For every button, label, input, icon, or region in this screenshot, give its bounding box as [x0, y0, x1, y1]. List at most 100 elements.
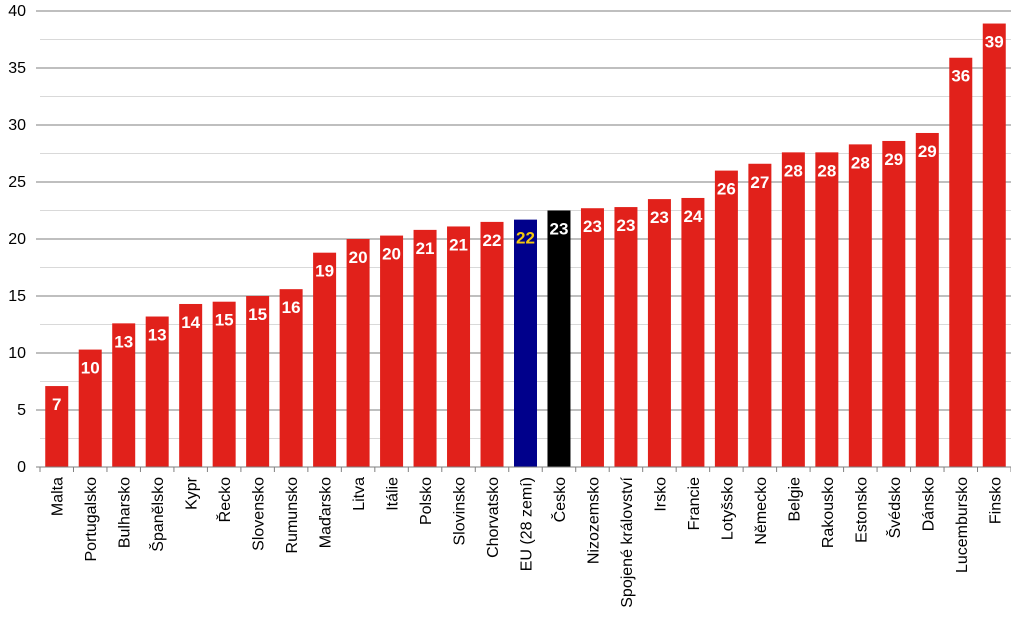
data-labels: 7 10 13 13 14 15 15 16 19 20 20 21 21 22 22 23 23 23 23 24 2… — [52, 33, 1004, 415]
data-label: 13 — [114, 332, 133, 351]
data-label: 36 — [951, 67, 970, 86]
category-label: Španělsko — [148, 477, 167, 552]
bar — [848, 144, 872, 467]
y-tick-label: 35 — [8, 60, 26, 77]
data-label: 28 — [784, 161, 803, 180]
data-label: 23 — [583, 217, 602, 236]
data-label: 27 — [750, 173, 769, 192]
bar — [145, 316, 169, 467]
y-tick-label: 20 — [8, 231, 26, 248]
category-label: Malta — [50, 477, 67, 516]
category-label: Německo — [753, 477, 770, 545]
category-label: Rakousko — [820, 477, 837, 548]
category-label: Polsko — [418, 477, 435, 525]
category-label: Lucembursko — [954, 477, 971, 573]
data-label: 29 — [918, 142, 937, 161]
data-label: 21 — [449, 235, 468, 254]
bar — [748, 163, 772, 467]
category-label: Česko — [550, 477, 569, 522]
data-label: 20 — [349, 248, 368, 267]
category-label: Lotyšsko — [719, 477, 736, 540]
data-label: 21 — [416, 239, 435, 258]
y-tick-label: 10 — [8, 345, 26, 362]
data-label: 23 — [616, 216, 635, 235]
y-tick-label: 15 — [8, 288, 26, 305]
category-label: Bulharsko — [117, 477, 134, 548]
y-axis-ticks: 0 5 10 15 20 25 30 35 40 — [8, 3, 40, 476]
data-label: 13 — [148, 326, 167, 345]
bar — [279, 289, 303, 467]
category-label: Švédsko — [885, 477, 904, 538]
bar — [413, 229, 437, 467]
bar — [346, 239, 370, 467]
y-tick-label: 0 — [17, 459, 26, 476]
data-label: 28 — [817, 161, 836, 180]
category-label: Řecko — [215, 477, 234, 522]
category-label: Rumunsko — [284, 477, 301, 554]
bar — [714, 170, 738, 467]
category-label: EU (28 zemí) — [519, 477, 536, 571]
category-label: Chorvatsko — [485, 477, 502, 558]
bar — [380, 235, 404, 467]
data-label: 10 — [81, 359, 100, 378]
data-label: 22 — [483, 231, 502, 250]
data-label: 24 — [683, 207, 702, 226]
category-label: Dánsko — [920, 477, 937, 531]
category-label: Kypr — [184, 476, 201, 510]
bar — [78, 349, 102, 467]
data-label: 28 — [851, 153, 870, 172]
data-label: 39 — [985, 33, 1004, 52]
category-label: Finsko — [987, 477, 1004, 524]
data-label: 7 — [52, 395, 61, 414]
data-label: 23 — [650, 208, 669, 227]
bar — [882, 140, 906, 467]
y-tick-label: 25 — [8, 174, 26, 191]
bar — [815, 152, 839, 468]
category-label: Itálie — [385, 477, 402, 511]
data-label: 29 — [884, 150, 903, 169]
bar — [949, 57, 973, 468]
category-label: Spojené království — [619, 476, 636, 607]
bar — [179, 303, 203, 467]
bar — [45, 386, 69, 467]
bar — [781, 152, 805, 468]
bar — [514, 219, 537, 467]
data-label: 20 — [382, 245, 401, 264]
category-label: Slovinsko — [452, 477, 469, 546]
bar — [447, 226, 471, 467]
data-label: 23 — [550, 220, 569, 239]
category-label: Belgie — [786, 477, 803, 522]
bar — [212, 301, 236, 467]
category-labels: Malta Portugalsko Bulharsko Španělsko Kypr Ře… — [50, 476, 1005, 607]
data-label: 26 — [717, 180, 736, 199]
bars — [45, 23, 1006, 468]
bar — [915, 132, 939, 468]
data-label: 19 — [315, 262, 334, 281]
bar — [246, 296, 270, 467]
category-label: Portugalsko — [83, 477, 100, 562]
category-label: Slovensko — [251, 477, 268, 551]
bar — [313, 252, 337, 467]
data-label: 22 — [516, 229, 535, 248]
bar — [614, 207, 638, 467]
category-label: Litva — [351, 477, 368, 511]
bar — [480, 221, 504, 467]
y-tick-label: 40 — [8, 3, 26, 20]
category-label: Maďarsko — [318, 477, 335, 548]
category-label: Irsko — [652, 477, 669, 512]
category-label: Estonsko — [853, 477, 870, 543]
category-label: Francie — [686, 477, 703, 530]
bar — [681, 197, 705, 467]
data-label: 15 — [248, 305, 267, 324]
y-tick-label: 5 — [17, 402, 26, 419]
bar — [647, 199, 671, 467]
category-label: Nizozemsko — [585, 477, 602, 564]
data-label: 14 — [181, 313, 200, 332]
bar — [112, 323, 136, 467]
bar — [547, 210, 571, 467]
bar — [580, 208, 604, 467]
bar — [982, 23, 1006, 467]
x-axis — [39, 466, 1011, 472]
data-label: 15 — [215, 311, 234, 330]
